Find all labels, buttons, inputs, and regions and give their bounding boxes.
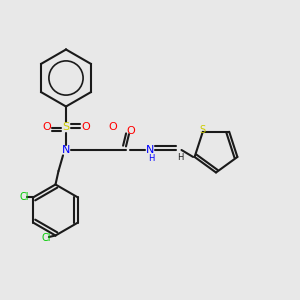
- Text: O: O: [42, 122, 51, 133]
- Text: N: N: [62, 145, 70, 155]
- Text: O: O: [81, 122, 90, 133]
- Text: S: S: [200, 125, 206, 135]
- Text: Cl: Cl: [20, 192, 29, 202]
- Text: N: N: [146, 145, 154, 155]
- Text: S: S: [62, 122, 70, 133]
- Text: H: H: [177, 153, 183, 162]
- Text: O: O: [126, 125, 135, 136]
- Text: Cl: Cl: [42, 233, 51, 243]
- Text: H: H: [148, 154, 155, 163]
- Text: O: O: [108, 122, 117, 133]
